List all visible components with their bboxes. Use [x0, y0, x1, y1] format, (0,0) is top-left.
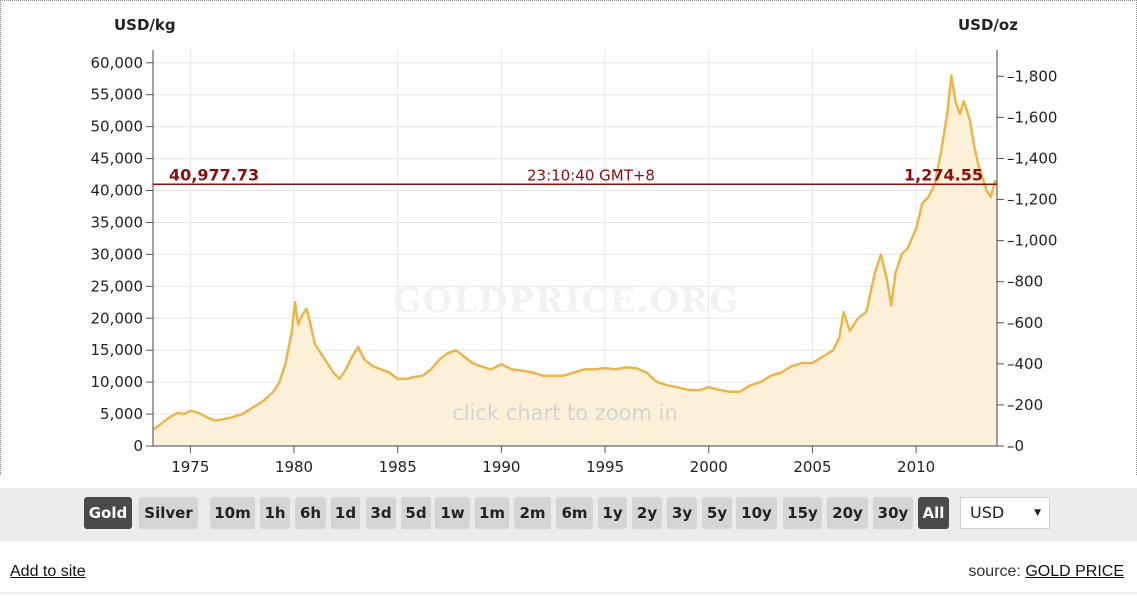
left-tick-label: 40,000: [91, 182, 144, 200]
left-tick-label: 45,000: [91, 150, 144, 168]
source-link[interactable]: GOLD PRICE: [1025, 563, 1124, 580]
currency-select[interactable]: USD ▼: [960, 497, 1050, 529]
range-button-1h[interactable]: 1h: [260, 497, 290, 529]
range-button-all[interactable]: All: [918, 497, 949, 529]
range-button-5y[interactable]: 5y: [702, 497, 732, 529]
range-button-1m[interactable]: 1m: [475, 497, 509, 529]
right-tick-label: –1,800: [1007, 67, 1057, 85]
series-line: [152, 74, 999, 431]
left-tick-label: 5,000: [100, 405, 143, 423]
range-button-10m[interactable]: 10m: [210, 497, 255, 529]
right-tick-label: –600: [1007, 314, 1043, 332]
range-button-1y[interactable]: 1y: [598, 497, 627, 529]
range-button-1w[interactable]: 1w: [435, 497, 470, 529]
left-tick-label: 30,000: [91, 245, 144, 263]
right-tick-label: –1,600: [1007, 108, 1057, 126]
left-tick-label: 10,000: [91, 373, 144, 391]
right-tick-label: –1,400: [1007, 149, 1057, 167]
metal-button-gold[interactable]: Gold: [84, 497, 132, 529]
range-button-6m[interactable]: 6m: [556, 497, 593, 529]
right-tick-label: –0: [1007, 437, 1024, 455]
left-tick-label: 0: [133, 437, 143, 455]
range-button-1d[interactable]: 1d: [331, 497, 360, 529]
range-button-2m[interactable]: 2m: [514, 497, 551, 529]
right-tick-label: –800: [1007, 273, 1043, 291]
current-time: 23:10:40 GMT+8: [527, 166, 655, 184]
range-button-20y[interactable]: 20y: [827, 497, 868, 529]
left-axis-label: USD/kg: [114, 16, 176, 34]
x-tick-label: 1985: [379, 458, 417, 476]
range-button-3d[interactable]: 3d: [366, 497, 396, 529]
left-tick-label: 50,000: [91, 118, 144, 136]
metal-button-silver[interactable]: Silver: [139, 497, 198, 529]
left-tick-label: 15,000: [91, 341, 144, 359]
x-tick-label: 1980: [275, 458, 313, 476]
right-axis-label: USD/oz: [958, 16, 1018, 34]
x-tick-label: 1995: [586, 458, 624, 476]
left-tick-label: 35,000: [91, 213, 144, 231]
current-price-oz: 1,274.55: [904, 165, 983, 184]
series-area: [153, 75, 997, 446]
range-button-2y[interactable]: 2y: [632, 497, 662, 529]
bottom-divider: [0, 592, 1137, 594]
range-button-5d[interactable]: 5d: [401, 497, 431, 529]
x-tick-label: 1975: [171, 458, 209, 476]
range-button-3y[interactable]: 3y: [667, 497, 697, 529]
right-tick-label: –1,000: [1007, 232, 1057, 250]
current-price-kg: 40,977.73: [169, 165, 259, 184]
add-to-site-link[interactable]: Add to site: [10, 563, 86, 580]
x-tick-label: 2000: [690, 458, 728, 476]
watermark: GOLDPRICE.ORG: [393, 281, 740, 321]
x-tick-label: 1990: [482, 458, 520, 476]
right-tick-label: –200: [1007, 396, 1043, 414]
x-tick-label: 2010: [897, 458, 935, 476]
left-tick-label: 25,000: [91, 277, 144, 295]
source-prefix: source:: [968, 563, 1021, 580]
right-tick-label: –400: [1007, 355, 1043, 373]
currency-value: USD: [970, 503, 1005, 522]
chevron-down-icon: ▼: [1034, 508, 1041, 518]
source-credit: source: GOLD PRICE: [968, 563, 1124, 581]
range-button-10y[interactable]: 10y: [736, 497, 777, 529]
range-button-15y[interactable]: 15y: [783, 497, 822, 529]
range-button-30y[interactable]: 30y: [873, 497, 913, 529]
range-button-6h[interactable]: 6h: [295, 497, 326, 529]
x-tick-label: 2005: [793, 458, 831, 476]
left-tick-label: 55,000: [91, 86, 144, 104]
right-tick-label: –1,200: [1007, 191, 1057, 209]
gold-price-chart[interactable]: 0 5,000 10,000 15,000 20,000 25,000 30,000 35,0…: [0, 0, 1137, 488]
left-tick-label: 20,000: [91, 309, 144, 327]
zoom-hint: click chart to zoom in: [452, 401, 678, 425]
left-tick-label: 60,000: [91, 54, 144, 72]
chart-toolbar: Gold Silver 10m 1h 6h 1d 3d 5d 1w 1m 2m 6m 1y 2y 3y 5y 1…: [0, 488, 1137, 541]
